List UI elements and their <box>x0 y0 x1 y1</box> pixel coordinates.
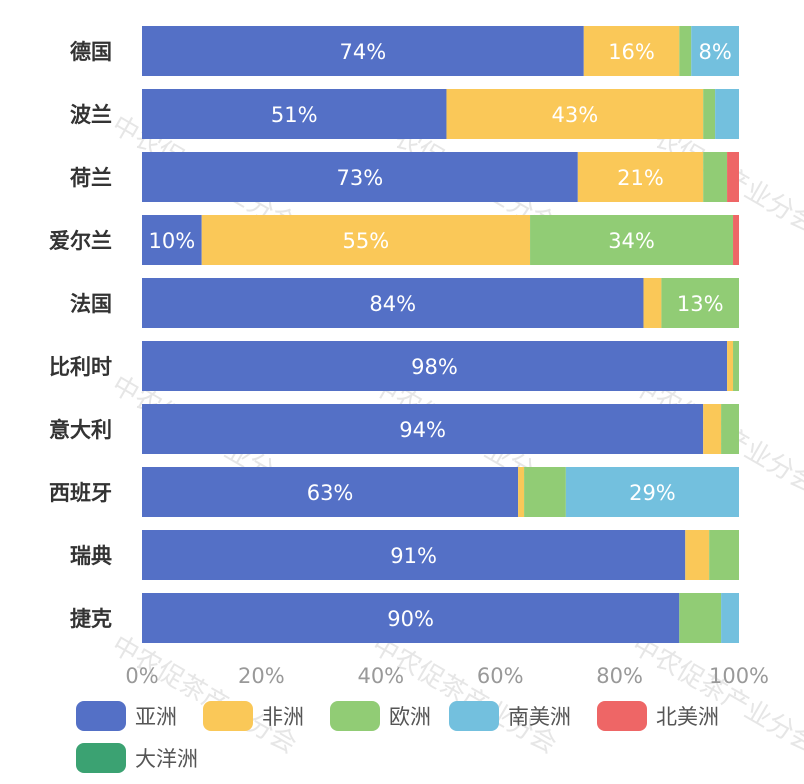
category-label: 法国 <box>70 292 112 316</box>
legend-label: 大洋洲 <box>135 747 198 771</box>
category-label: 捷克 <box>70 607 112 631</box>
bar-segment[interactable] <box>142 404 704 454</box>
legend-label: 南美洲 <box>508 705 571 729</box>
data-label: 43% <box>551 103 598 127</box>
watermark-text: 中农促茶产业分会 <box>367 630 562 760</box>
bar-segment[interactable] <box>679 593 722 643</box>
data-label: 34% <box>608 229 655 253</box>
bar-segment[interactable] <box>142 467 519 517</box>
data-label: 55% <box>343 229 390 253</box>
category-label: 比利时 <box>49 355 112 379</box>
bar-segment[interactable] <box>703 404 722 454</box>
legend-item[interactable]: 南美洲 <box>449 701 571 731</box>
legend-swatch <box>203 701 253 731</box>
x-tick-label: 60% <box>477 664 524 688</box>
legend-swatch <box>597 701 647 731</box>
bar-segment[interactable] <box>201 215 531 265</box>
data-label: 10% <box>149 229 196 253</box>
bar-segment[interactable] <box>721 593 739 643</box>
bar-segment[interactable] <box>733 215 739 265</box>
legend-swatch <box>330 701 380 731</box>
legend-item[interactable]: 大洋洲 <box>76 743 198 773</box>
data-label: 63% <box>307 481 354 505</box>
data-label: 98% <box>411 355 458 379</box>
legend-swatch <box>76 701 126 731</box>
data-label: 94% <box>399 418 446 442</box>
bar-segment[interactable] <box>142 530 686 580</box>
bar-segment[interactable] <box>142 341 728 391</box>
bar-segment[interactable] <box>643 278 662 328</box>
bar-segment[interactable] <box>703 152 728 202</box>
category-label: 波兰 <box>70 103 112 127</box>
category-label: 荷兰 <box>70 166 112 190</box>
legend-item[interactable]: 北美洲 <box>597 701 719 731</box>
bar-segment[interactable] <box>142 89 447 139</box>
bar-segment[interactable] <box>691 26 739 76</box>
x-axis-ticks: 0% 20% 40% 60% 80% 100% <box>125 664 769 688</box>
bar-segment[interactable] <box>703 89 716 139</box>
bar-segment[interactable] <box>446 89 704 139</box>
legend-label: 非洲 <box>262 705 304 729</box>
bar-segment[interactable] <box>583 26 680 76</box>
x-tick-label: 40% <box>357 664 404 688</box>
legend-label: 亚洲 <box>135 705 177 729</box>
category-label: 西班牙 <box>49 481 112 505</box>
data-label: 13% <box>677 292 724 316</box>
legend-label: 北美洲 <box>656 705 719 729</box>
bar-segment[interactable] <box>142 152 578 202</box>
data-label: 16% <box>608 40 655 64</box>
bar-segment[interactable] <box>679 26 692 76</box>
bar-segment[interactable] <box>661 278 739 328</box>
bar-segment[interactable] <box>727 341 734 391</box>
bar-segment[interactable] <box>142 26 584 76</box>
data-label: 73% <box>337 166 384 190</box>
bar-segment[interactable] <box>142 593 680 643</box>
bars-layer: 74% 16% 8% 51% 43% 73% 21% 10% 55% 34% 84% 13% 98% 94… <box>142 26 739 643</box>
data-label: 84% <box>369 292 416 316</box>
bar-segment[interactable] <box>524 467 566 517</box>
bar-segment[interactable] <box>685 530 710 580</box>
legend-item[interactable]: 非洲 <box>203 701 304 731</box>
bar-segment[interactable] <box>709 530 739 580</box>
legend-swatch <box>449 701 499 731</box>
category-label: 瑞典 <box>70 544 112 568</box>
watermark-text: 中农促茶产业分会 <box>627 630 804 760</box>
legend-item[interactable]: 亚洲 <box>76 701 177 731</box>
category-label: 意大利 <box>49 418 112 442</box>
x-tick-label: 80% <box>596 664 643 688</box>
bar-segment[interactable] <box>733 341 739 391</box>
legend-item[interactable]: 欧洲 <box>330 701 431 731</box>
data-label: 29% <box>629 481 676 505</box>
bar-segment[interactable] <box>142 278 644 328</box>
bar-segment[interactable] <box>721 404 739 454</box>
data-label: 91% <box>390 544 437 568</box>
legend-label: 欧洲 <box>389 705 431 729</box>
bar-segment[interactable] <box>142 215 202 265</box>
watermark-text: 中农促茶产业分会 <box>107 630 302 760</box>
data-label: 90% <box>387 607 434 631</box>
bar-segment[interactable] <box>530 215 734 265</box>
x-tick-label: 100% <box>709 664 769 688</box>
x-tick-label: 0% <box>125 664 158 688</box>
bar-segment[interactable] <box>715 89 739 139</box>
bar-segment[interactable] <box>577 152 704 202</box>
data-label: 21% <box>617 166 664 190</box>
category-label: 德国 <box>70 40 112 64</box>
data-label: 74% <box>340 40 387 64</box>
data-label: 51% <box>271 103 318 127</box>
data-label: 8% <box>698 40 731 64</box>
bar-segment[interactable] <box>518 467 525 517</box>
bar-segment[interactable] <box>727 152 739 202</box>
bar-segment[interactable] <box>565 467 739 517</box>
legend-swatch <box>76 743 126 773</box>
category-label: 爱尔兰 <box>49 229 112 253</box>
x-tick-label: 20% <box>238 664 285 688</box>
